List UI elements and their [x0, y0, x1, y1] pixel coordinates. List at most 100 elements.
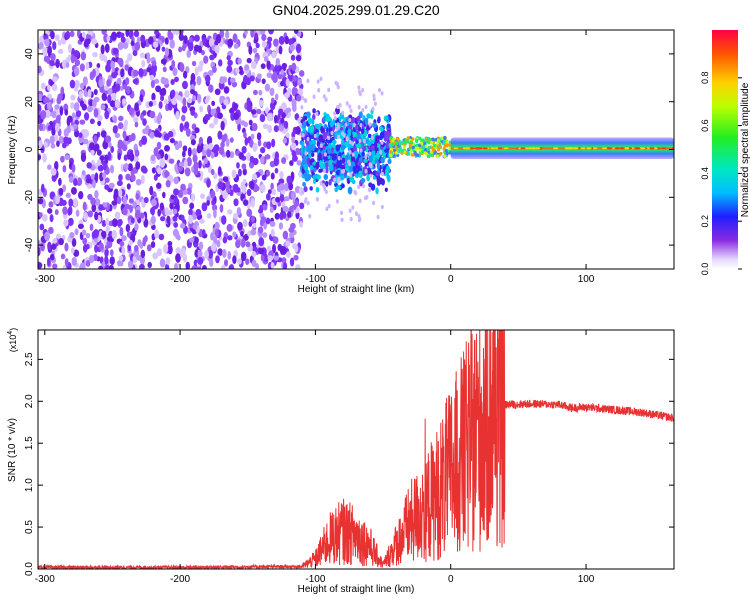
- heatmap-cell: [169, 39, 175, 49]
- heatmap-cell: [87, 105, 93, 113]
- heatmap-cell: [262, 232, 268, 238]
- heatmap-cell: [197, 257, 204, 265]
- heatmap-cell: [206, 147, 212, 158]
- heatmap-cell: [258, 247, 265, 255]
- heatmap-cell: [366, 113, 372, 119]
- heatmap-cell: [370, 144, 375, 151]
- heatmap-cell: [71, 256, 77, 267]
- heatmap-cell: [162, 66, 167, 73]
- heatmap-cell: [413, 151, 417, 155]
- heatmap-cell: [503, 147, 509, 150]
- heatmap-cell: [328, 179, 332, 186]
- heatmap-cell: [398, 141, 402, 146]
- heatmap-cell: [181, 114, 186, 122]
- heatmap-cell: [214, 228, 219, 238]
- heatmap-cell: [252, 222, 257, 229]
- heatmap-cell: [198, 241, 204, 251]
- heatmap-cell: [250, 109, 257, 115]
- heatmap-cell: [111, 200, 118, 206]
- heatmap-cell: [291, 62, 297, 72]
- heatmap-cell: [184, 90, 190, 98]
- heatmap-cell: [70, 247, 75, 254]
- heatmap-cell: [312, 94, 316, 99]
- heatmap-cell: [328, 164, 334, 172]
- heatmap-cell: [300, 105, 304, 110]
- heatmap-cell: [383, 134, 388, 142]
- heatmap-cell: [112, 125, 118, 134]
- heatmap-cell: [284, 120, 289, 129]
- heatmap-cell: [61, 142, 67, 149]
- heatmap-cell: [307, 145, 312, 154]
- heatmap-cell: [174, 263, 178, 269]
- heatmap-cell: [297, 78, 302, 86]
- heatmap-cell: [274, 212, 280, 220]
- heatmap-cell: [325, 180, 329, 187]
- heatmap-cell: [436, 147, 441, 152]
- heatmap-cell: [121, 235, 127, 242]
- heatmap-cell: [179, 122, 184, 133]
- heatmap-cell: [336, 184, 342, 190]
- heatmap-cell: [301, 141, 305, 149]
- heatmap-cell: [113, 115, 118, 124]
- heatmap-cell: [273, 255, 279, 261]
- heatmap-cell: [141, 110, 147, 116]
- heatmap-cell: [312, 174, 317, 180]
- heatmap-cell: [414, 138, 419, 143]
- heatmap-cell: [256, 108, 262, 115]
- heatmap-cell: [180, 214, 185, 222]
- heatmap-cell: [357, 161, 362, 166]
- heatmap-cell: [219, 204, 224, 213]
- heatmap-cell: [132, 78, 139, 85]
- heatmap-cell: [384, 187, 388, 192]
- heatmap-cell: [251, 259, 257, 268]
- heatmap-cell: [49, 135, 55, 145]
- heatmap-cell: [273, 114, 278, 124]
- heatmap-cell: [225, 138, 230, 147]
- colorbar-tick-label: 0.8: [700, 72, 710, 85]
- heatmap-cell: [104, 154, 109, 164]
- heatmap-cell: [90, 197, 96, 206]
- heatmap-cell: [250, 198, 256, 208]
- heatmap-cell: [270, 182, 274, 191]
- heatmap-cell: [97, 164, 104, 172]
- heatmap-cell: [342, 168, 346, 174]
- heatmap-cell: [233, 198, 239, 207]
- heatmap-cell: [179, 62, 184, 71]
- heatmap-cell: [231, 169, 237, 179]
- heatmap-cell: [101, 92, 107, 101]
- heatmap-cell: [445, 151, 449, 156]
- heatmap-cell: [134, 121, 139, 128]
- heatmap-cell: [73, 85, 79, 92]
- heatmap-cell: [149, 74, 155, 81]
- heatmap-cell: [249, 155, 255, 163]
- heatmap-cell: [114, 99, 120, 108]
- heatmap-cell: [79, 262, 86, 269]
- heatmap-cell: [204, 74, 211, 83]
- snr-panel: -300 -200 -100 0 100 0.0 0.5 1.0 1.5 2.0 2.5 Heig…: [7, 328, 675, 595]
- heatmap-cell: [133, 244, 139, 252]
- heatmap-cell: [107, 94, 112, 104]
- heatmap-cell: [104, 264, 110, 269]
- heatmap-cell: [154, 30, 159, 36]
- heatmap-cell: [293, 30, 299, 35]
- heatmap-cell: [51, 127, 56, 136]
- heatmap-cell: [327, 135, 331, 141]
- heatmap-cell: [295, 264, 301, 269]
- heatmap-cell: [47, 84, 51, 91]
- colorbar-label: Normalized spectral amplitude: [740, 82, 750, 217]
- heatmap-cell: [317, 88, 321, 93]
- heatmap-cell: [278, 35, 285, 45]
- heatmap-cell: [357, 143, 361, 148]
- heatmap-cell: [38, 103, 42, 113]
- heatmap-cell: [69, 231, 75, 239]
- heatmap-cell: [115, 211, 121, 220]
- heatmap-cell: [217, 130, 223, 140]
- heatmap-cell: [232, 33, 238, 43]
- heatmap-cell: [133, 30, 140, 38]
- heatmap-cell: [282, 205, 289, 213]
- heatmap-cell: [227, 59, 233, 66]
- heatmap-cell: [383, 115, 388, 121]
- heatmap-cell: [217, 59, 223, 67]
- heatmap-cell: [278, 222, 284, 230]
- heatmap-cell: [142, 118, 147, 126]
